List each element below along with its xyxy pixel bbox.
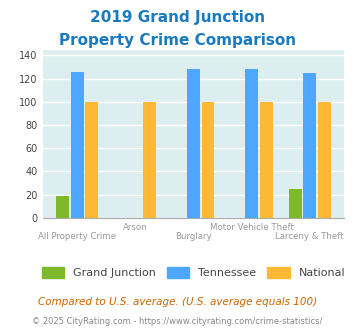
- Legend: Grand Junction, Tennessee, National: Grand Junction, Tennessee, National: [37, 263, 350, 283]
- Bar: [143, 102, 156, 218]
- Bar: [318, 102, 331, 218]
- Bar: [303, 73, 316, 218]
- Text: All Property Crime: All Property Crime: [38, 232, 116, 241]
- Bar: [71, 72, 84, 218]
- Bar: [260, 102, 273, 218]
- Bar: [56, 196, 69, 218]
- Text: © 2025 CityRating.com - https://www.cityrating.com/crime-statistics/: © 2025 CityRating.com - https://www.city…: [32, 317, 323, 326]
- Bar: [289, 189, 302, 218]
- Text: Property Crime Comparison: Property Crime Comparison: [59, 33, 296, 48]
- Text: 2019 Grand Junction: 2019 Grand Junction: [90, 10, 265, 25]
- Text: Arson: Arson: [123, 223, 148, 232]
- Text: Burglary: Burglary: [175, 232, 212, 241]
- Text: Larceny & Theft: Larceny & Theft: [275, 232, 344, 241]
- Bar: [245, 69, 258, 218]
- Bar: [85, 102, 98, 218]
- Bar: [187, 69, 200, 218]
- Text: Motor Vehicle Theft: Motor Vehicle Theft: [210, 223, 294, 232]
- Text: Compared to U.S. average. (U.S. average equals 100): Compared to U.S. average. (U.S. average …: [38, 297, 317, 307]
- Bar: [202, 102, 214, 218]
